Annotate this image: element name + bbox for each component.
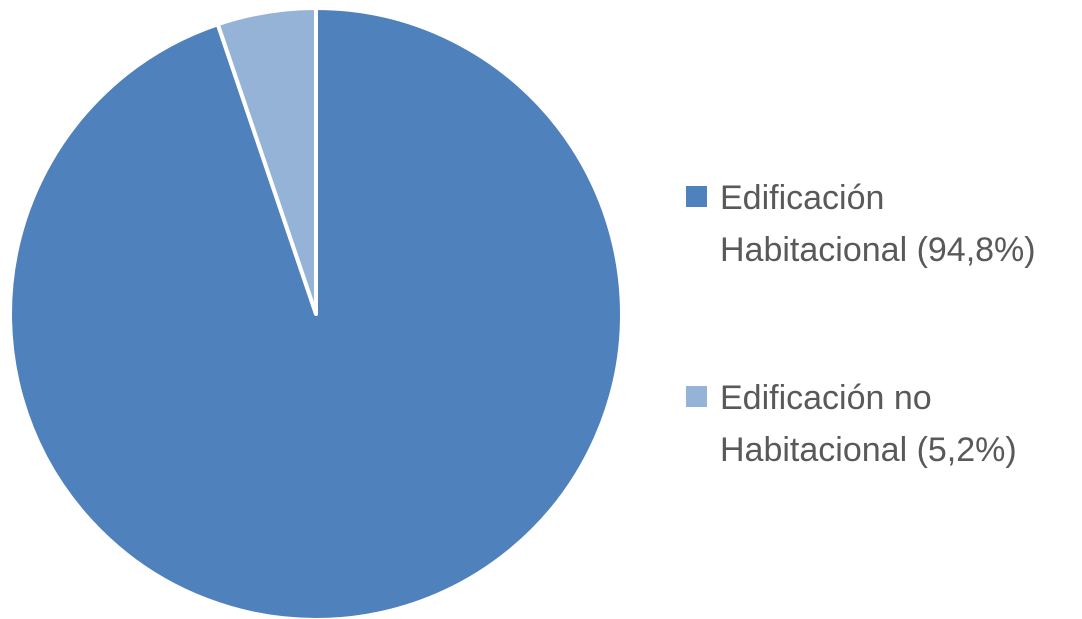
pie-slice-edificacion-no-habitacional <box>215 6 318 316</box>
legend-item-edificacion-no-habitacional: Edificación no Habitacional (5,2%) <box>686 372 1076 476</box>
chart-legend: Edificación Habitacional (94,8%) Edifica… <box>686 172 1076 476</box>
legend-item-edificacion-habitacional: Edificación Habitacional (94,8%) <box>686 172 1076 276</box>
legend-label-edificacion-habitacional: Edificación Habitacional (94,8%) <box>720 179 1036 269</box>
legend-swatch-edificacion-no-habitacional <box>686 386 707 407</box>
legend-swatch-edificacion-habitacional <box>686 186 707 207</box>
legend-label-edificacion-no-habitacional: Edificación no Habitacional (5,2%) <box>720 379 1017 469</box>
